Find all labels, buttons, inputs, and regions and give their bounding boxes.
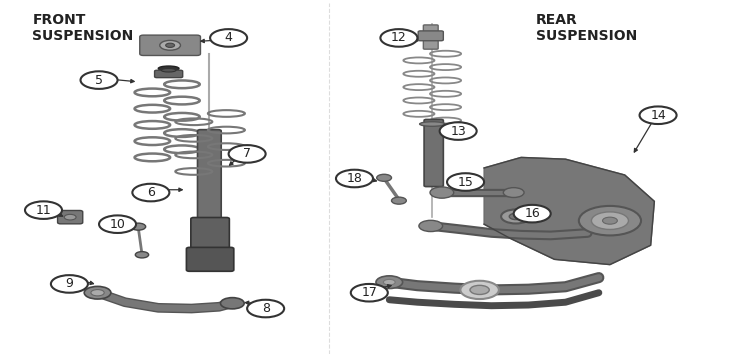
Circle shape [99, 215, 136, 233]
Circle shape [351, 284, 388, 302]
Text: 5: 5 [95, 74, 103, 87]
Circle shape [377, 174, 392, 181]
Ellipse shape [420, 122, 445, 126]
FancyBboxPatch shape [140, 35, 201, 55]
Text: 11: 11 [36, 203, 51, 217]
Circle shape [131, 223, 145, 230]
Circle shape [132, 184, 169, 201]
Text: 14: 14 [651, 109, 666, 122]
FancyBboxPatch shape [424, 120, 443, 187]
Circle shape [91, 290, 104, 296]
Text: REAR
SUSPENSION: REAR SUSPENSION [536, 13, 637, 43]
Circle shape [510, 213, 522, 220]
Circle shape [579, 206, 641, 235]
Circle shape [64, 214, 76, 220]
Circle shape [380, 29, 418, 47]
FancyBboxPatch shape [154, 70, 183, 77]
FancyBboxPatch shape [191, 217, 229, 254]
Circle shape [210, 29, 247, 47]
Circle shape [639, 106, 677, 124]
Circle shape [160, 40, 181, 50]
FancyBboxPatch shape [57, 211, 83, 224]
Circle shape [514, 205, 551, 222]
FancyBboxPatch shape [198, 130, 222, 222]
Text: 8: 8 [262, 302, 269, 315]
Circle shape [419, 220, 442, 232]
Text: 6: 6 [147, 186, 155, 199]
Text: 9: 9 [66, 277, 73, 291]
Text: 13: 13 [451, 125, 466, 137]
Circle shape [228, 145, 266, 163]
FancyBboxPatch shape [186, 247, 233, 271]
Circle shape [221, 298, 244, 309]
Text: 15: 15 [457, 176, 474, 188]
Circle shape [81, 71, 118, 89]
Circle shape [84, 286, 111, 299]
Circle shape [51, 275, 88, 293]
Circle shape [460, 281, 499, 299]
FancyBboxPatch shape [423, 25, 438, 49]
Circle shape [470, 285, 489, 295]
Circle shape [439, 122, 477, 140]
Text: 12: 12 [391, 31, 407, 44]
Circle shape [603, 217, 618, 224]
Text: 10: 10 [110, 218, 125, 231]
Text: 4: 4 [225, 31, 233, 44]
Circle shape [383, 280, 395, 285]
Text: FRONT
SUSPENSION: FRONT SUSPENSION [32, 13, 134, 43]
Circle shape [392, 197, 407, 204]
Circle shape [166, 43, 175, 47]
Text: 18: 18 [347, 172, 363, 185]
Circle shape [501, 210, 530, 223]
Circle shape [592, 212, 628, 230]
Circle shape [504, 188, 524, 197]
Circle shape [135, 252, 148, 258]
Circle shape [376, 276, 403, 288]
Circle shape [25, 201, 62, 219]
Polygon shape [484, 157, 654, 265]
Circle shape [247, 300, 284, 317]
Ellipse shape [161, 69, 176, 72]
Circle shape [447, 173, 484, 191]
Ellipse shape [158, 66, 179, 71]
FancyBboxPatch shape [419, 31, 443, 41]
Circle shape [430, 187, 454, 198]
Text: 17: 17 [361, 286, 377, 299]
Circle shape [336, 170, 373, 187]
Text: 16: 16 [524, 207, 540, 220]
Text: 7: 7 [243, 147, 251, 160]
